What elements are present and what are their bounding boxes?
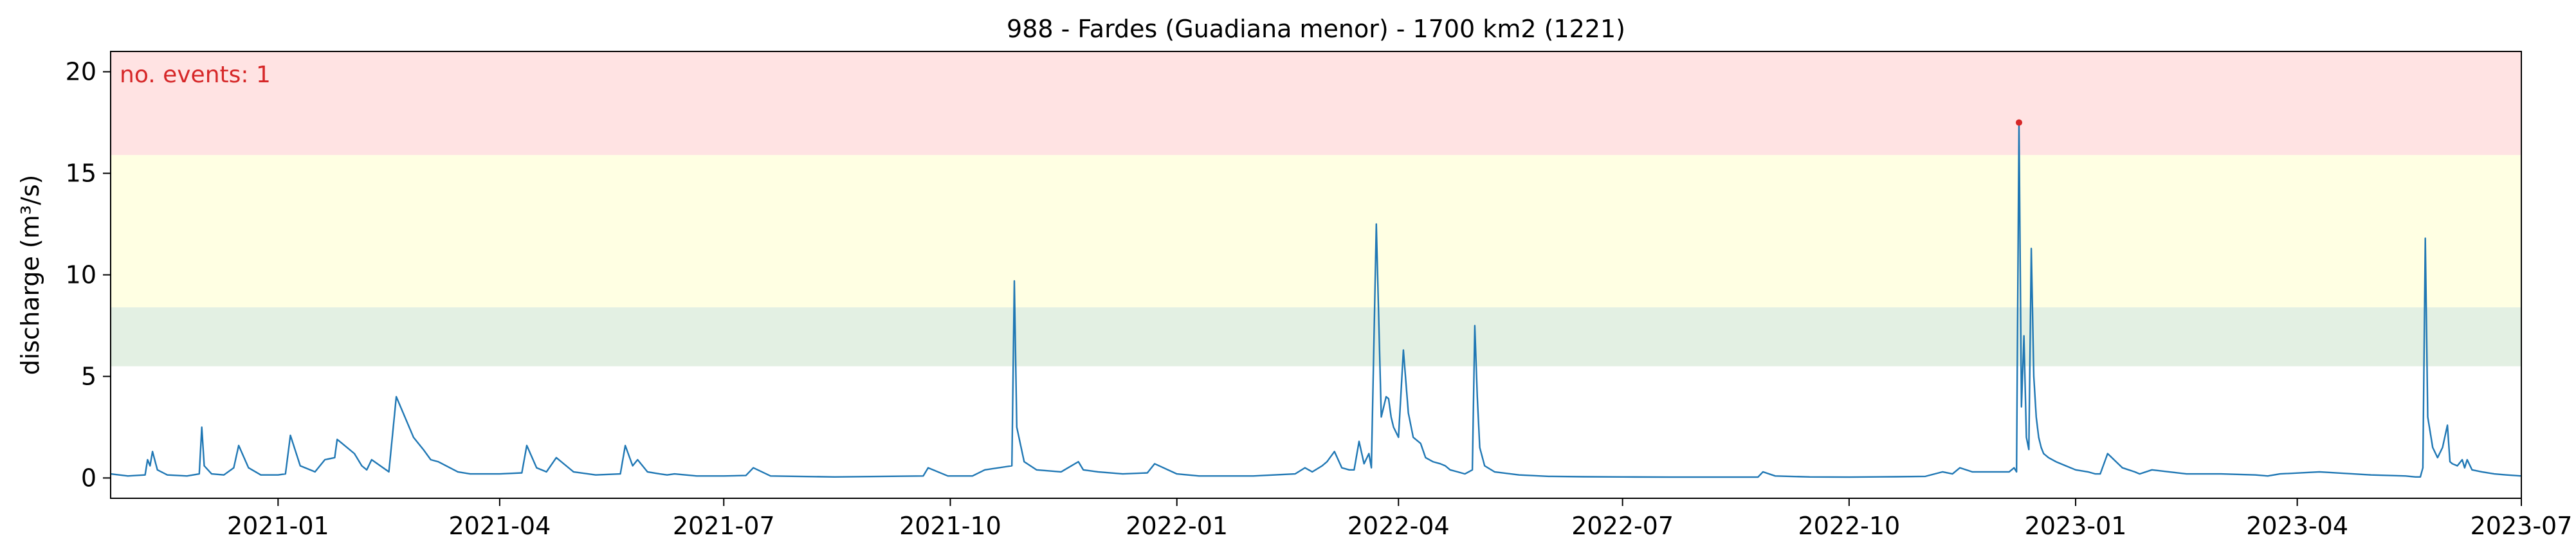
y-tick-label: 0 — [81, 464, 96, 492]
series-group — [110, 122, 2522, 478]
event-marker — [2016, 119, 2023, 126]
discharge-series-line — [110, 122, 2522, 478]
x-tick-label: 2022-04 — [1347, 512, 1450, 540]
x-axis: 2021-01 2021-04 2021-07 2021-10 2022-01 2022-… — [227, 498, 2572, 540]
threshold-bands — [111, 51, 2521, 366]
y-tick-label: 10 — [66, 261, 96, 289]
events-count-annotation: no. events: 1 — [120, 62, 271, 88]
threshold-band-1 — [111, 307, 2521, 366]
threshold-band-2 — [111, 155, 2521, 308]
x-tick-label: 2022-01 — [1126, 512, 1228, 540]
x-tick-label: 2021-07 — [673, 512, 775, 540]
x-tick-label: 2022-07 — [1571, 512, 1674, 540]
x-tick-label: 2023-04 — [2246, 512, 2348, 540]
y-tick-label: 5 — [81, 362, 96, 390]
x-tick-label: 2022-10 — [1798, 512, 1900, 540]
y-axis: 0 5 10 15 20 — [66, 58, 111, 492]
x-tick-label: 2021-04 — [448, 512, 551, 540]
chart-title: 988 - Fardes (Guadiana menor) - 1700 km2… — [1007, 15, 1625, 43]
x-tick-label: 2023-07 — [2471, 512, 2573, 540]
events-group — [2016, 119, 2023, 126]
y-tick-label: 20 — [66, 58, 96, 86]
y-axis-label: discharge (m³/s) — [16, 175, 44, 375]
threshold-band-3 — [111, 51, 2521, 156]
y-tick-label: 15 — [66, 159, 96, 188]
x-tick-label: 2021-01 — [227, 512, 329, 540]
x-tick-label: 2021-10 — [899, 512, 1001, 540]
x-tick-label: 2023-01 — [2025, 512, 2127, 540]
